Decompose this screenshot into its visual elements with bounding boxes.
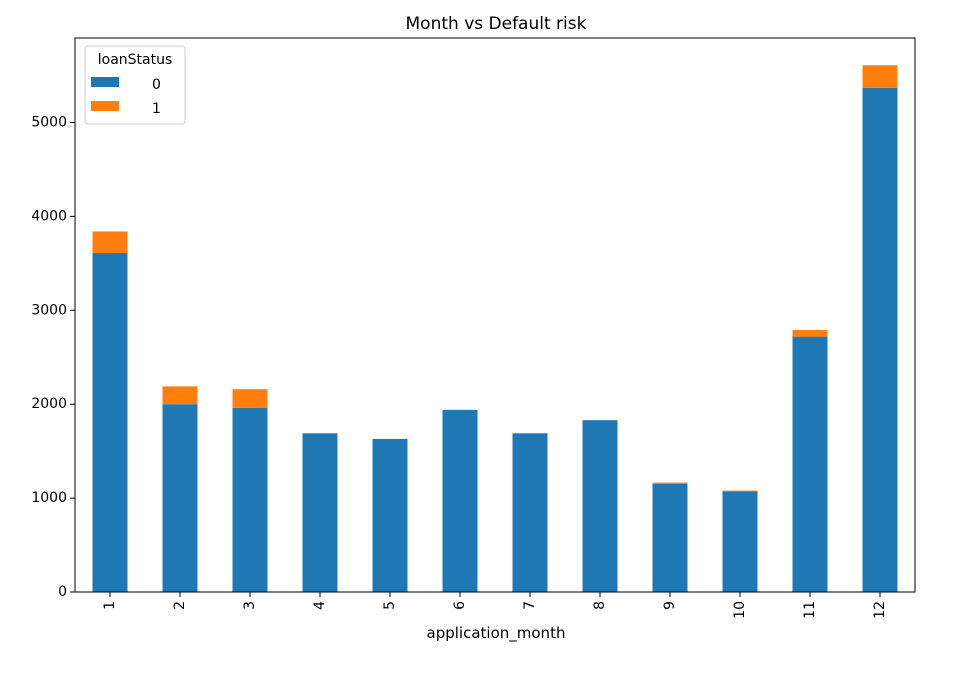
- x-tick-label-12: 12: [872, 601, 888, 619]
- bar-month-12-series-1: [862, 65, 898, 88]
- legend-swatch-0: [91, 77, 119, 87]
- legend-label-0: 0: [152, 77, 161, 93]
- bar-month-4-series-0: [302, 433, 338, 592]
- bar-month-6-series-0: [442, 409, 478, 592]
- x-tick-label-7: 7: [522, 601, 538, 610]
- x-tick-label-5: 5: [382, 601, 398, 610]
- y-tick-label-3000: 3000: [31, 302, 67, 318]
- legend-title: loanStatus: [98, 52, 173, 68]
- bar-month-12-series-0: [862, 87, 898, 592]
- bar-month-11-series-1: [792, 330, 828, 337]
- chart-title: Month vs Default risk: [406, 14, 587, 34]
- legend-label-1: 1: [152, 101, 161, 117]
- x-tick-label-6: 6: [452, 601, 468, 610]
- bar-month-2-series-0: [162, 404, 198, 592]
- x-tick-label-10: 10: [732, 601, 748, 619]
- y-tick-label-2000: 2000: [31, 396, 67, 412]
- bar-month-7-series-0: [512, 433, 548, 592]
- plot-frame: [74, 37, 916, 593]
- bars-group: [92, 65, 898, 593]
- bar-month-9-series-0: [652, 484, 688, 592]
- x-tick-label-8: 8: [592, 601, 608, 610]
- bar-month-3-series-1: [232, 389, 268, 408]
- x-tick-label-9: 9: [662, 601, 678, 610]
- bar-month-3-series-0: [232, 407, 268, 592]
- bar-month-2-series-1: [162, 386, 198, 405]
- bar-month-1-series-1: [92, 231, 128, 254]
- y-tick-label-4000: 4000: [31, 208, 67, 224]
- legend: loanStatus 0 1: [84, 45, 186, 125]
- y-tick-label-5000: 5000: [31, 115, 67, 131]
- x-tick-label-4: 4: [312, 601, 328, 610]
- x-tick-label-1: 1: [102, 601, 118, 610]
- x-tick-label-2: 2: [172, 601, 188, 610]
- legend-swatch-1: [91, 101, 119, 111]
- bar-month-8-series-0: [582, 420, 618, 592]
- bar-month-10-series-1: [722, 490, 758, 492]
- x-axis-label: application_month: [427, 624, 566, 643]
- y-tick-label-0: 0: [58, 584, 67, 600]
- bar-month-11-series-0: [792, 336, 828, 592]
- y-tick-label-1000: 1000: [31, 490, 67, 506]
- x-tick-label-11: 11: [802, 601, 818, 619]
- bar-month-1-series-0: [92, 253, 128, 593]
- x-tick-label-3: 3: [242, 601, 258, 610]
- bar-month-5-series-0: [372, 438, 408, 592]
- bar-month-10-series-0: [722, 491, 758, 592]
- bar-month-9-series-1: [652, 482, 688, 485]
